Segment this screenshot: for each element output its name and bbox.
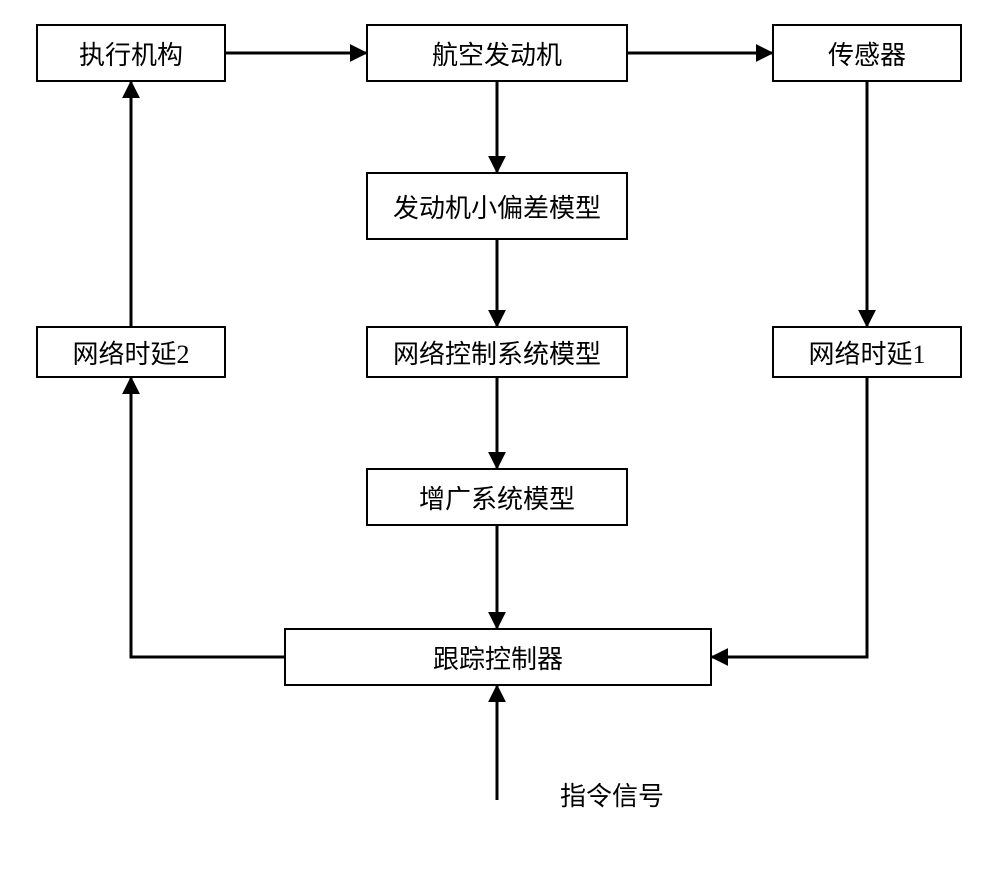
node-aero-engine-label: 航空发动机: [432, 35, 562, 72]
node-small-deviation-model-label: 发动机小偏差模型: [393, 188, 601, 225]
command-signal-label: 指令信号: [560, 776, 664, 813]
node-sensor-label: 传感器: [828, 35, 906, 72]
node-augmented-model: 增广系统模型: [366, 468, 628, 526]
edge-net-delay-1-to-tracking-ctrl: [712, 378, 867, 657]
node-aero-engine: 航空发动机: [366, 24, 628, 82]
edge-tracking-ctrl-to-net-delay-2: [131, 378, 284, 657]
node-net-delay-1: 网络时延1: [772, 326, 962, 378]
node-tracking-controller: 跟踪控制器: [284, 628, 712, 686]
diagram-canvas: 执行机构 航空发动机 传感器 发动机小偏差模型 网络时延2 网络控制系统模型 网…: [0, 0, 1000, 891]
node-sensor: 传感器: [772, 24, 962, 82]
node-tracking-controller-label: 跟踪控制器: [433, 639, 563, 676]
node-augmented-model-label: 增广系统模型: [419, 479, 575, 516]
node-net-ctrl-model: 网络控制系统模型: [366, 326, 628, 378]
node-actuator: 执行机构: [36, 24, 226, 82]
node-small-deviation-model: 发动机小偏差模型: [366, 172, 628, 240]
node-actuator-label: 执行机构: [79, 35, 183, 72]
node-net-ctrl-model-label: 网络控制系统模型: [393, 334, 601, 371]
edges-layer: [0, 0, 1000, 891]
node-net-delay-1-label: 网络时延1: [808, 334, 925, 371]
node-net-delay-2: 网络时延2: [36, 326, 226, 378]
node-net-delay-2-label: 网络时延2: [72, 334, 189, 371]
